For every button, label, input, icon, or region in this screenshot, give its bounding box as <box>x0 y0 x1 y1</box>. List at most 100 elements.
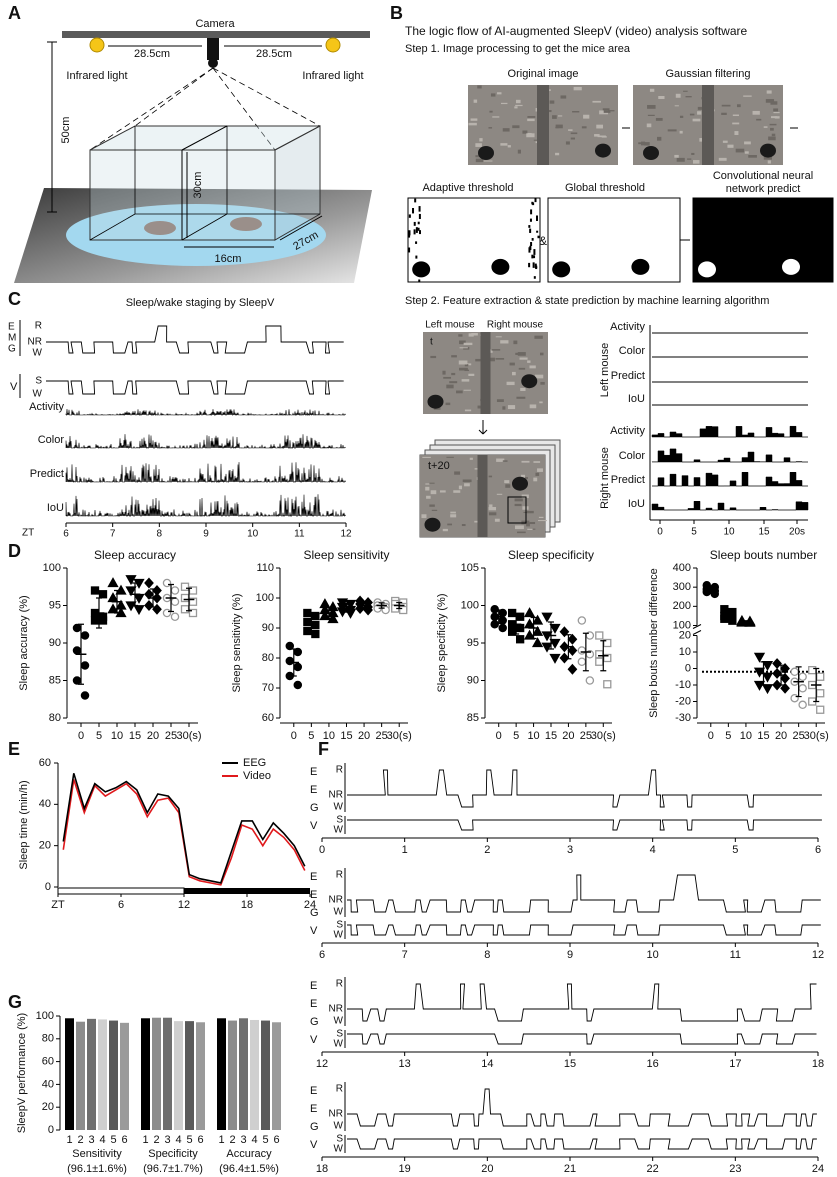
trace <box>651 500 809 511</box>
texture <box>450 514 457 518</box>
texture <box>674 154 679 158</box>
texture <box>718 157 727 161</box>
x-tick-label: 2 <box>153 1134 159 1146</box>
label: E <box>310 871 317 883</box>
texture <box>531 238 534 241</box>
label: 8 <box>484 949 490 961</box>
label: V <box>310 925 318 937</box>
y-tick-label: 90 <box>262 622 274 634</box>
texture <box>592 100 601 103</box>
label: E <box>310 766 317 778</box>
x-tick-label: 5 <box>308 730 314 742</box>
y-tick-label: 100 <box>461 599 479 611</box>
data-point <box>180 582 190 591</box>
data-point <box>772 658 782 670</box>
panel-letter: E <box>8 739 20 759</box>
texture <box>536 215 539 221</box>
x-tick-label: 10 <box>527 730 539 742</box>
error-bar <box>114 589 120 614</box>
x-tick-label: 20 <box>775 730 787 742</box>
texture <box>676 157 685 162</box>
data-point <box>90 586 100 595</box>
feature-trace <box>65 462 346 484</box>
data-point <box>125 575 137 586</box>
y-tick-label: 100 <box>673 619 691 631</box>
data-point <box>531 625 544 636</box>
error-bar <box>168 583 174 613</box>
label: 11 <box>294 529 305 540</box>
line <box>279 215 323 241</box>
bar <box>185 1021 194 1130</box>
y-tick-label: 95 <box>49 599 61 611</box>
texture <box>488 512 497 516</box>
texture <box>594 134 600 137</box>
texture <box>557 115 563 117</box>
data-point <box>761 684 774 695</box>
label: 10 <box>647 949 659 961</box>
x-tick-label: 5 <box>513 730 519 742</box>
texture <box>692 118 701 122</box>
texture <box>431 509 438 511</box>
label: 13 <box>399 1058 411 1070</box>
texture <box>521 494 529 499</box>
label: 9 <box>567 949 573 961</box>
label: Sleep time (min/h) <box>18 780 30 869</box>
texture <box>408 247 411 253</box>
texture <box>530 242 533 247</box>
label: G <box>310 802 319 814</box>
texture <box>549 100 555 104</box>
x-tick-label: 24 <box>304 899 316 911</box>
texture <box>506 381 515 386</box>
texture <box>552 115 557 119</box>
error-bar <box>150 588 156 608</box>
texture <box>507 405 516 410</box>
texture <box>529 521 536 525</box>
texture <box>773 108 779 112</box>
x-tick-label: 5 <box>186 1134 192 1146</box>
light-phase <box>57 887 185 895</box>
label: 30cm <box>192 172 204 199</box>
group-label: Sensitivity <box>72 1148 122 1160</box>
hypnogram <box>347 1138 817 1150</box>
texture <box>533 249 536 255</box>
texture <box>418 279 421 283</box>
y-tick-label: 400 <box>673 562 691 574</box>
data-point <box>162 608 172 618</box>
x-tick-label: 25 <box>165 730 177 742</box>
bar <box>98 1019 107 1130</box>
texture <box>721 112 727 115</box>
texture <box>766 90 772 94</box>
label: 20s <box>789 527 805 538</box>
data-point <box>98 616 108 625</box>
label: W <box>334 907 344 918</box>
data-point <box>549 638 561 649</box>
data-point <box>780 682 790 694</box>
texture <box>599 110 609 115</box>
x-tick-label: 1 <box>66 1134 72 1146</box>
error-bar <box>96 597 102 629</box>
panel-letter: D <box>8 541 21 561</box>
texture <box>521 460 530 463</box>
bar <box>109 1020 118 1130</box>
texture <box>464 483 470 487</box>
data-point <box>293 662 303 672</box>
label: W <box>33 348 43 359</box>
data-point <box>80 661 90 670</box>
texture <box>540 352 544 356</box>
error-bar <box>186 587 192 612</box>
data-point <box>577 616 587 625</box>
label: V <box>310 820 318 832</box>
bar <box>76 1021 85 1130</box>
line <box>692 624 702 629</box>
texture <box>496 399 504 403</box>
label: Color <box>38 434 65 446</box>
label: M <box>8 333 16 344</box>
texture <box>667 129 677 132</box>
data-point <box>107 592 119 603</box>
camera-body <box>207 38 219 60</box>
y-tick-label: 0 <box>685 662 691 674</box>
texture <box>456 390 463 394</box>
texture <box>530 209 533 215</box>
texture <box>527 116 536 118</box>
texture <box>573 86 582 91</box>
